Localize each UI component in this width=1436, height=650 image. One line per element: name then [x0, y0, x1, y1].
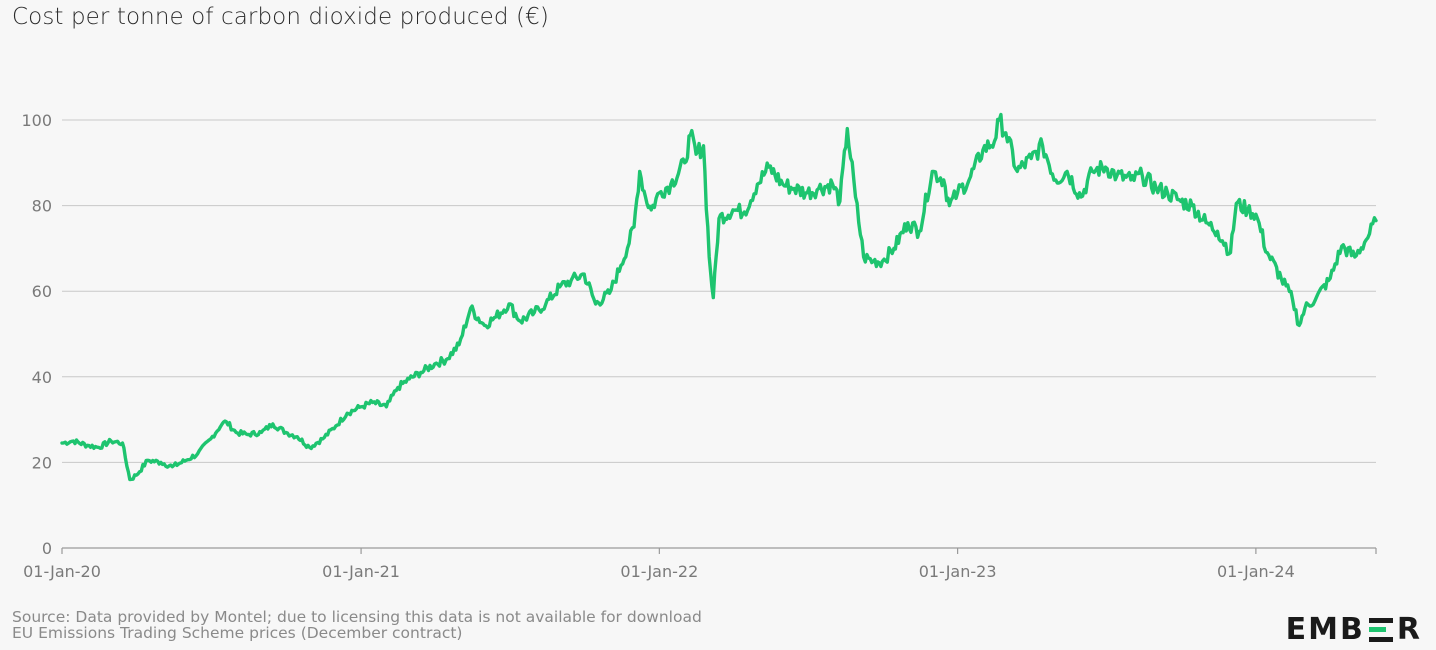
- y-tick-label: 80: [32, 197, 52, 216]
- x-tick-label: 01-Jan-21: [322, 562, 400, 581]
- chart-footer: Source: Data provided by Montel; due to …: [12, 609, 702, 641]
- x-axis: [61, 547, 1377, 554]
- x-tick-labels: 01-Jan-20 01-Jan-21 01-Jan-22 01-Jan-23 01-J…: [23, 562, 1295, 581]
- gridlines: [62, 119, 1376, 463]
- y-tick-label: 0: [42, 539, 52, 558]
- x-tick-label: 01-Jan-22: [620, 562, 698, 581]
- y-tick-label: 100: [21, 111, 52, 130]
- y-tick-labels: 0 20 40 60 80 100: [21, 111, 52, 558]
- y-tick-label: 20: [32, 453, 52, 472]
- x-tick-label: 01-Jan-20: [23, 562, 101, 581]
- series-line: [60, 112, 1378, 482]
- logo-text-right: R: [1396, 612, 1422, 647]
- source-note: Source: Data provided by Montel; due to …: [12, 608, 702, 626]
- ember-logo: EMB R: [1286, 612, 1422, 647]
- logo-bars-icon: [1368, 617, 1393, 642]
- logo-text-left: EMB: [1285, 612, 1365, 647]
- chart-subtitle: EU Emissions Trading Scheme prices (Dece…: [12, 624, 463, 642]
- x-tick-label: 01-Jan-24: [1217, 562, 1295, 581]
- chart-title: Cost per tonne of carbon dioxide produce…: [12, 4, 549, 30]
- chart-plot: 0 20 40 60 80 100 01-Jan-20 01-Jan-21 01-Jan-22…: [21, 111, 1378, 581]
- y-tick-label: 60: [32, 282, 52, 301]
- y-tick-label: 40: [32, 368, 52, 387]
- x-tick-label: 01-Jan-23: [919, 562, 997, 581]
